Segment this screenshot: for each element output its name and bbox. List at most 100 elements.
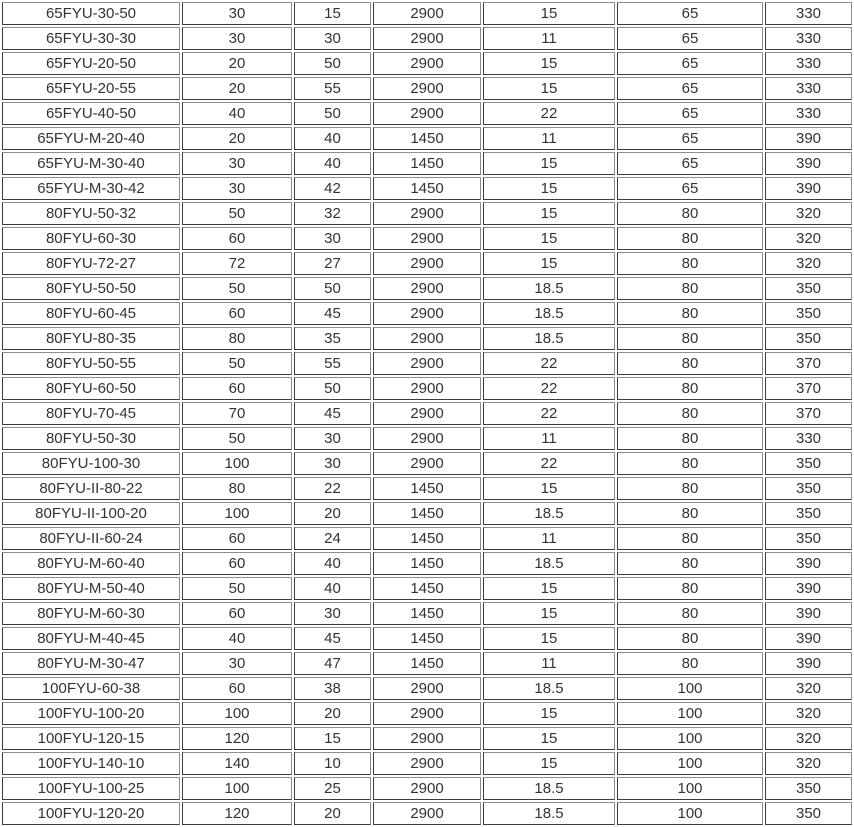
value-cell-5: 65 [617, 152, 763, 175]
value-cell-4: 11 [483, 427, 615, 450]
value-cell-1: 50 [182, 277, 292, 300]
value-cell-3: 2900 [373, 752, 481, 775]
value-cell-6: 370 [765, 352, 852, 375]
value-cell-4: 15 [483, 752, 615, 775]
model-cell: 80FYU-100-30 [2, 452, 180, 475]
value-cell-6: 330 [765, 77, 852, 100]
value-cell-3: 1450 [373, 552, 481, 575]
value-cell-1: 100 [182, 502, 292, 525]
value-cell-5: 80 [617, 652, 763, 675]
value-cell-6: 330 [765, 102, 852, 125]
model-cell: 65FYU-40-50 [2, 102, 180, 125]
value-cell-2: 40 [294, 577, 371, 600]
table-row: 80FYU-60-45 60 45 2900 18.5 80 350 [2, 302, 852, 325]
value-cell-6: 350 [765, 277, 852, 300]
value-cell-1: 30 [182, 652, 292, 675]
value-cell-3: 2900 [373, 802, 481, 825]
model-cell: 80FYU-II-100-20 [2, 502, 180, 525]
value-cell-2: 24 [294, 527, 371, 550]
value-cell-2: 40 [294, 152, 371, 175]
value-cell-4: 11 [483, 527, 615, 550]
value-cell-5: 80 [617, 227, 763, 250]
value-cell-2: 40 [294, 552, 371, 575]
value-cell-1: 30 [182, 177, 292, 200]
value-cell-1: 20 [182, 127, 292, 150]
value-cell-3: 2900 [373, 377, 481, 400]
value-cell-3: 2900 [373, 402, 481, 425]
value-cell-4: 15 [483, 477, 615, 500]
table-row: 65FYU-30-50 30 15 2900 15 65 330 [2, 2, 852, 25]
value-cell-6: 320 [765, 752, 852, 775]
value-cell-2: 50 [294, 377, 371, 400]
value-cell-3: 2900 [373, 727, 481, 750]
model-cell: 100FYU-120-20 [2, 802, 180, 825]
value-cell-1: 60 [182, 377, 292, 400]
value-cell-1: 60 [182, 602, 292, 625]
model-cell: 80FYU-M-30-47 [2, 652, 180, 675]
value-cell-4: 11 [483, 652, 615, 675]
value-cell-3: 1450 [373, 502, 481, 525]
value-cell-1: 50 [182, 202, 292, 225]
value-cell-5: 80 [617, 577, 763, 600]
table-row: 80FYU-50-30 50 30 2900 11 80 330 [2, 427, 852, 450]
value-cell-4: 18.5 [483, 277, 615, 300]
model-cell: 80FYU-50-55 [2, 352, 180, 375]
value-cell-6: 320 [765, 252, 852, 275]
table-row: 65FYU-30-30 30 30 2900 11 65 330 [2, 27, 852, 50]
value-cell-6: 320 [765, 227, 852, 250]
value-cell-5: 80 [617, 602, 763, 625]
model-cell: 65FYU-M-30-42 [2, 177, 180, 200]
value-cell-2: 20 [294, 502, 371, 525]
value-cell-5: 80 [617, 377, 763, 400]
value-cell-3: 2900 [373, 327, 481, 350]
table-row: 65FYU-M-30-42 30 42 1450 15 65 390 [2, 177, 852, 200]
value-cell-6: 330 [765, 52, 852, 75]
value-cell-3: 1450 [373, 602, 481, 625]
value-cell-4: 15 [483, 252, 615, 275]
value-cell-5: 80 [617, 627, 763, 650]
value-cell-4: 15 [483, 202, 615, 225]
table-row: 80FYU-70-45 70 45 2900 22 80 370 [2, 402, 852, 425]
value-cell-5: 80 [617, 302, 763, 325]
value-cell-1: 30 [182, 27, 292, 50]
table-row: 80FYU-M-60-40 60 40 1450 18.5 80 390 [2, 552, 852, 575]
model-cell: 65FYU-20-55 [2, 77, 180, 100]
value-cell-3: 1450 [373, 177, 481, 200]
value-cell-5: 100 [617, 777, 763, 800]
value-cell-4: 18.5 [483, 777, 615, 800]
value-cell-3: 2900 [373, 102, 481, 125]
value-cell-6: 320 [765, 202, 852, 225]
value-cell-1: 60 [182, 527, 292, 550]
value-cell-6: 320 [765, 677, 852, 700]
value-cell-4: 15 [483, 77, 615, 100]
value-cell-1: 80 [182, 477, 292, 500]
value-cell-6: 370 [765, 377, 852, 400]
model-cell: 80FYU-60-30 [2, 227, 180, 250]
table-row: 65FYU-20-55 20 55 2900 15 65 330 [2, 77, 852, 100]
value-cell-5: 65 [617, 102, 763, 125]
value-cell-3: 2900 [373, 277, 481, 300]
value-cell-1: 120 [182, 802, 292, 825]
value-cell-5: 65 [617, 77, 763, 100]
model-cell: 80FYU-50-30 [2, 427, 180, 450]
value-cell-5: 80 [617, 202, 763, 225]
value-cell-2: 55 [294, 77, 371, 100]
table-row: 80FYU-M-50-40 50 40 1450 15 80 390 [2, 577, 852, 600]
model-cell: 100FYU-100-20 [2, 702, 180, 725]
value-cell-2: 30 [294, 602, 371, 625]
value-cell-6: 350 [765, 802, 852, 825]
value-cell-2: 22 [294, 477, 371, 500]
table-row: 80FYU-80-35 80 35 2900 18.5 80 350 [2, 327, 852, 350]
table-row: 80FYU-II-80-22 80 22 1450 15 80 350 [2, 477, 852, 500]
value-cell-6: 330 [765, 27, 852, 50]
value-cell-5: 80 [617, 252, 763, 275]
value-cell-3: 2900 [373, 52, 481, 75]
table-row: 100FYU-100-20 100 20 2900 15 100 320 [2, 702, 852, 725]
model-cell: 80FYU-II-60-24 [2, 527, 180, 550]
value-cell-2: 15 [294, 2, 371, 25]
table-row: 80FYU-II-100-20 100 20 1450 18.5 80 350 [2, 502, 852, 525]
value-cell-6: 320 [765, 702, 852, 725]
value-cell-3: 1450 [373, 152, 481, 175]
value-cell-5: 80 [617, 477, 763, 500]
model-cell: 100FYU-60-38 [2, 677, 180, 700]
